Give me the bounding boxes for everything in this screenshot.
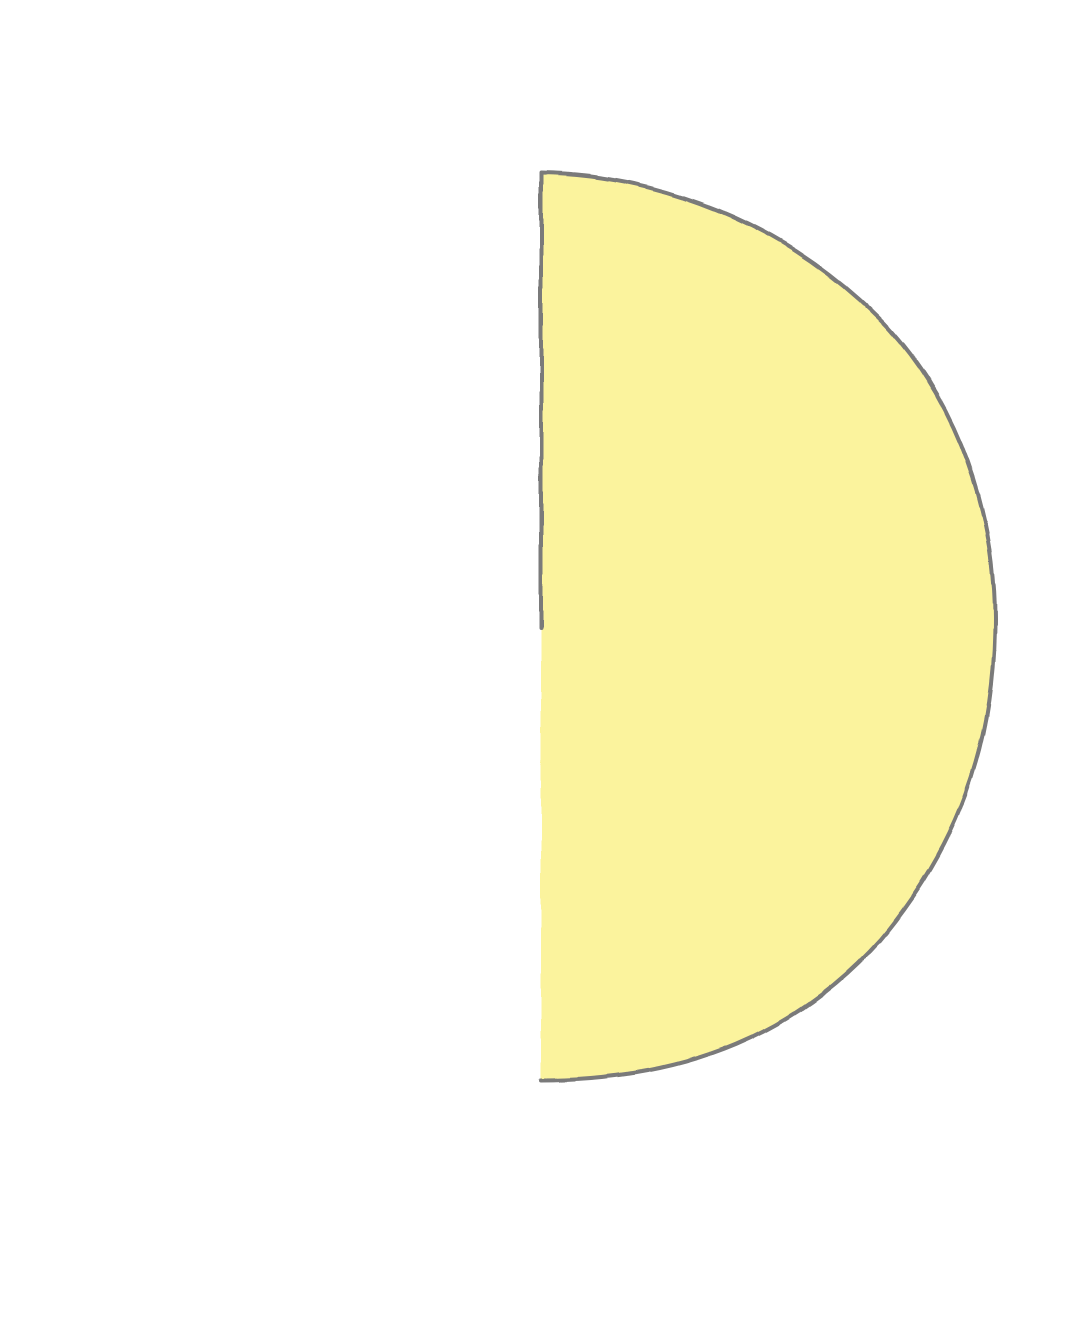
- half-circle-outline: [539, 171, 997, 1082]
- half-circle-fill: [541, 173, 995, 1080]
